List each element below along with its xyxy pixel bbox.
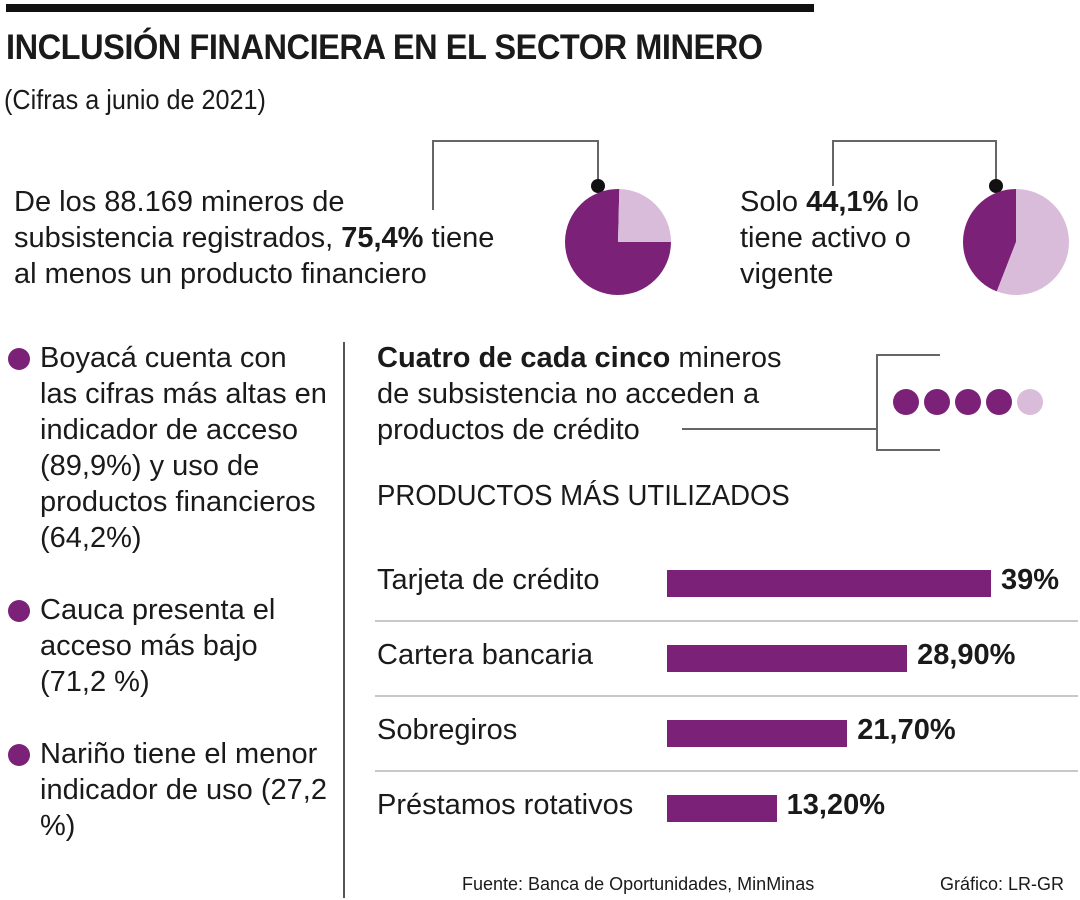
connector-line (995, 140, 997, 182)
circle-no-credit (924, 389, 950, 415)
source-note: Fuente: Banca de Oportunidades, MinMinas (462, 874, 815, 894)
bar-category-label: Préstamos rotativos (377, 789, 634, 821)
bullet-dot-icon (8, 744, 30, 766)
connector-line (432, 140, 598, 142)
connector-line (832, 140, 834, 186)
stat2-highlight: 44,1% (806, 186, 889, 218)
bracket-line (876, 354, 940, 356)
pictogram-circles (893, 389, 1043, 415)
stat2-line2: tiene activo o (740, 222, 911, 254)
row-separator (375, 695, 1078, 697)
credit-line1: Cuatro de cada cinco mineros (377, 340, 782, 376)
credit-access-text: Cuatro de cada cinco mineros de subsiste… (377, 340, 782, 448)
connector-line (432, 140, 434, 210)
bracket-line (876, 354, 878, 450)
bullet-item: Boyacá cuenta con las cifras más altas e… (8, 340, 328, 556)
bar-chart-title: PRODUCTOS MÁS UTILIZADOS (377, 480, 790, 512)
bar-value-label: 21,70% (857, 714, 956, 746)
circle-no-credit (893, 389, 919, 415)
connector-line (832, 140, 996, 142)
credit-line3: productos de crédito (377, 414, 640, 446)
stat1-line3: al menos un producto financiero (14, 258, 427, 290)
top-rule (6, 4, 814, 12)
bar-value-label: 28,90% (917, 639, 1016, 671)
graphic-credit: Gráfico: LR-GR (940, 874, 1065, 894)
bar (667, 720, 848, 747)
pie-chart-access (565, 189, 671, 295)
bullet-dot-icon (8, 348, 30, 370)
row-separator (375, 770, 1078, 772)
connector-line (597, 140, 599, 182)
stat2-line1-pre: Solo (740, 186, 807, 218)
credit-line1-rest: mineros (670, 342, 782, 374)
bullet-item: Nariño tiene el menor indicador de uso (… (8, 736, 328, 844)
pie-slice-remainder (996, 189, 1069, 295)
bullet-text: Boyacá cuenta con las cifras más altas e… (40, 342, 327, 554)
bracket-line (876, 449, 940, 451)
connector-dot (989, 179, 1003, 193)
pie-slice-primary (963, 189, 1016, 292)
circle-no-credit (955, 389, 981, 415)
stat2-line1: Solo 44,1% lo (740, 184, 919, 220)
bar (667, 570, 991, 597)
stat1-highlight: 75,4% (341, 222, 424, 254)
circle-with-credit (1017, 389, 1043, 415)
bar-category-label: Sobregiros (377, 714, 518, 746)
bar (667, 645, 908, 672)
regional-facts: Boyacá cuenta con las cifras más altas e… (8, 340, 328, 880)
credit-line2: de subsistencia no acceden a (377, 378, 760, 410)
bullet-text: Nariño tiene el menor indicador de uso (… (40, 738, 327, 842)
stat-active-products: Solo 44,1% lo tiene activo o vigente (740, 184, 919, 292)
page-title: INCLUSIÓN FINANCIERA EN EL SECTOR MINERO (6, 28, 763, 67)
bar (667, 795, 777, 822)
bar-value-label: 13,20% (786, 789, 886, 821)
credit-highlight: Cuatro de cada cinco (377, 342, 671, 374)
bullet-item: Cauca presenta el acceso más bajo (71,2 … (8, 592, 328, 700)
pie-slice-remainder (618, 189, 671, 242)
circle-no-credit (986, 389, 1012, 415)
stat2-line1-post: lo (888, 186, 919, 218)
row-separator (375, 620, 1078, 622)
stat1-line2-post: tiene (423, 222, 495, 254)
bar-category-label: Cartera bancaria (377, 639, 593, 671)
stat1-line1: De los 88.169 mineros de (14, 186, 345, 218)
vertical-divider (343, 342, 345, 898)
stat2-line3: vigente (740, 258, 834, 290)
bar-category-label: Tarjeta de crédito (377, 564, 600, 596)
pie-chart-active (963, 189, 1069, 295)
stat1-line2-pre: subsistencia registrados, (14, 222, 342, 254)
page-subtitle: (Cifras a junio de 2021) (4, 84, 266, 115)
connector-line (682, 428, 877, 430)
bullet-dot-icon (8, 600, 30, 622)
connector-dot (591, 179, 605, 193)
stat-financial-products: De los 88.169 mineros de subsistencia re… (14, 184, 494, 292)
stat1-line2: subsistencia registrados, 75,4% tiene (14, 220, 494, 256)
bar-value-label: 39% (1001, 564, 1060, 596)
bullet-text: Cauca presenta el acceso más bajo (71,2 … (40, 594, 276, 698)
